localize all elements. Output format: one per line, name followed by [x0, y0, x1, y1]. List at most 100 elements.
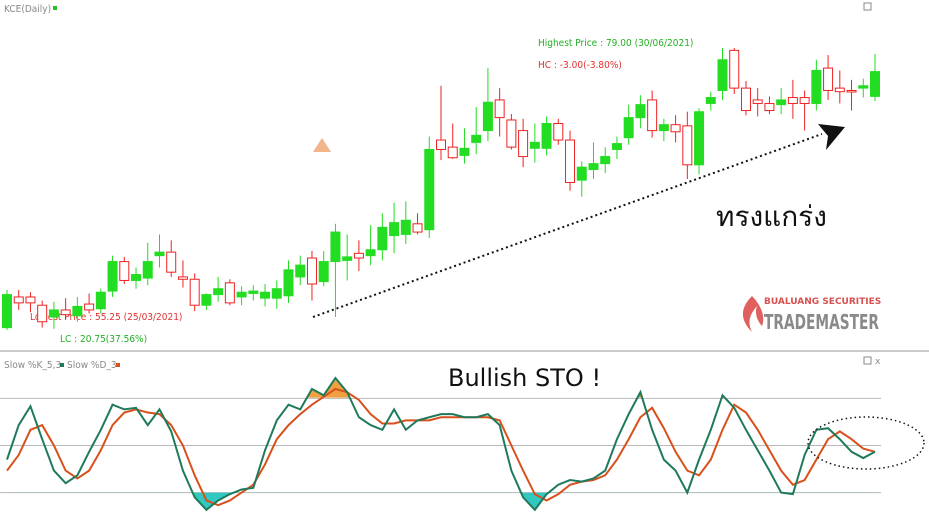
candle-body [623, 117, 634, 139]
stoch-line [6, 387, 876, 507]
candle-body [2, 294, 12, 329]
candle-body [377, 226, 388, 251]
legend-dot [116, 363, 120, 367]
expand-icon[interactable] [863, 2, 872, 365]
legend-dot [60, 363, 64, 367]
candle-body [729, 49, 740, 89]
candle-body [95, 291, 106, 310]
candle-body [694, 111, 705, 166]
candle-body [658, 124, 669, 132]
candle-body [342, 256, 353, 261]
lowest-label: Lowest Price : 55.25 (25/03/2021) [30, 312, 182, 323]
candle-body [600, 156, 611, 165]
candle-body [189, 278, 200, 306]
candle-body [283, 269, 294, 297]
candle-body [494, 99, 505, 119]
candle-body [424, 148, 435, 231]
logo-company: BUALUANG SECURITIES [764, 297, 881, 307]
trend-arrow [312, 133, 823, 318]
title-dot [53, 6, 57, 10]
candle-body [447, 146, 458, 159]
candle-body [776, 99, 787, 106]
signal-triangle [313, 138, 331, 152]
candle-body [131, 274, 142, 281]
logo-flame [742, 296, 764, 332]
candle-body [166, 251, 177, 273]
candle-body [588, 163, 599, 171]
candle-body [271, 288, 282, 299]
candle-body [84, 303, 95, 311]
candle-body [870, 71, 880, 97]
candle-body [412, 223, 423, 233]
candle-body [48, 309, 59, 318]
candle-body [635, 104, 646, 119]
candle-body [811, 69, 822, 104]
candle-body [541, 123, 552, 149]
candle-body [858, 85, 869, 89]
candle-body [529, 141, 540, 149]
close-icon[interactable]: x [875, 357, 881, 367]
candle-body [565, 139, 576, 184]
candle-body [295, 264, 306, 278]
hl-labels: Highest Price : 79.00 (30/06/2021) HC : … [30, 38, 693, 345]
candle-body [25, 296, 36, 304]
candle-body [260, 291, 271, 299]
candle-body [799, 97, 810, 104]
candle-body [670, 124, 681, 133]
stoch-panel [0, 376, 881, 512]
candle-body [13, 296, 24, 304]
candle-body [553, 123, 564, 141]
candle-body [752, 99, 763, 104]
candle-body [60, 309, 71, 316]
candle-body [107, 261, 118, 292]
candle-body [177, 276, 188, 280]
candle-body [823, 67, 834, 91]
candle-body [236, 291, 247, 298]
candle-body [834, 87, 845, 93]
candle-body [201, 294, 212, 306]
candle-body [365, 249, 376, 257]
candle-body [389, 222, 400, 237]
candle-body [611, 143, 622, 150]
candle-body [353, 252, 364, 259]
lc-label: LC : 20.75(37.56%) [60, 334, 147, 345]
candle-body [846, 89, 857, 93]
candle-body [705, 97, 716, 104]
candle-body [682, 125, 693, 166]
candle-body [142, 261, 153, 279]
candle-body [576, 166, 587, 181]
candle-body [330, 231, 341, 263]
candle-body [647, 99, 658, 132]
chart-title: KCE(Daily) [4, 4, 51, 15]
candle-body [213, 288, 224, 296]
hc-label: HC : -3.00(-3.80%) [538, 60, 622, 71]
candle-body [506, 119, 517, 148]
candle-body [459, 147, 470, 156]
highlight-ellipse [807, 416, 925, 470]
logo-brand: TRADEMASTER [764, 310, 879, 334]
candle-body [482, 101, 493, 132]
signal-label: Bullish STO ! [448, 364, 601, 392]
stoch-line [6, 376, 876, 512]
candle-body [72, 305, 83, 317]
candle-body [318, 261, 329, 283]
candle-body [787, 97, 798, 104]
candle-body [400, 219, 411, 235]
legend-d: Slow %D_3 [67, 360, 117, 371]
candle-body [471, 134, 482, 143]
candle-body [518, 130, 529, 158]
highest-label: Highest Price : 79.00 (30/06/2021) [538, 38, 693, 49]
candle-body [306, 257, 317, 285]
candles [2, 48, 880, 330]
candle-body [764, 102, 775, 112]
candle-body [119, 261, 130, 281]
candle-body [740, 87, 751, 112]
candle-body [717, 59, 728, 91]
candle-body [248, 290, 259, 294]
candle-body [154, 251, 165, 257]
candle-body [436, 139, 446, 150]
logo: BUALUANG SECURITIES TRADEMASTER [742, 296, 881, 334]
